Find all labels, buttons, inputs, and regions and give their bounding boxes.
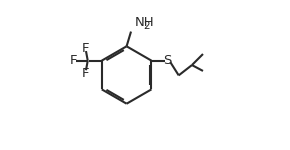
Text: F: F xyxy=(69,54,77,67)
Text: S: S xyxy=(164,54,172,67)
Text: NH: NH xyxy=(135,16,154,29)
Text: 2: 2 xyxy=(143,21,150,31)
Text: F: F xyxy=(82,67,90,80)
Text: F: F xyxy=(82,42,90,55)
